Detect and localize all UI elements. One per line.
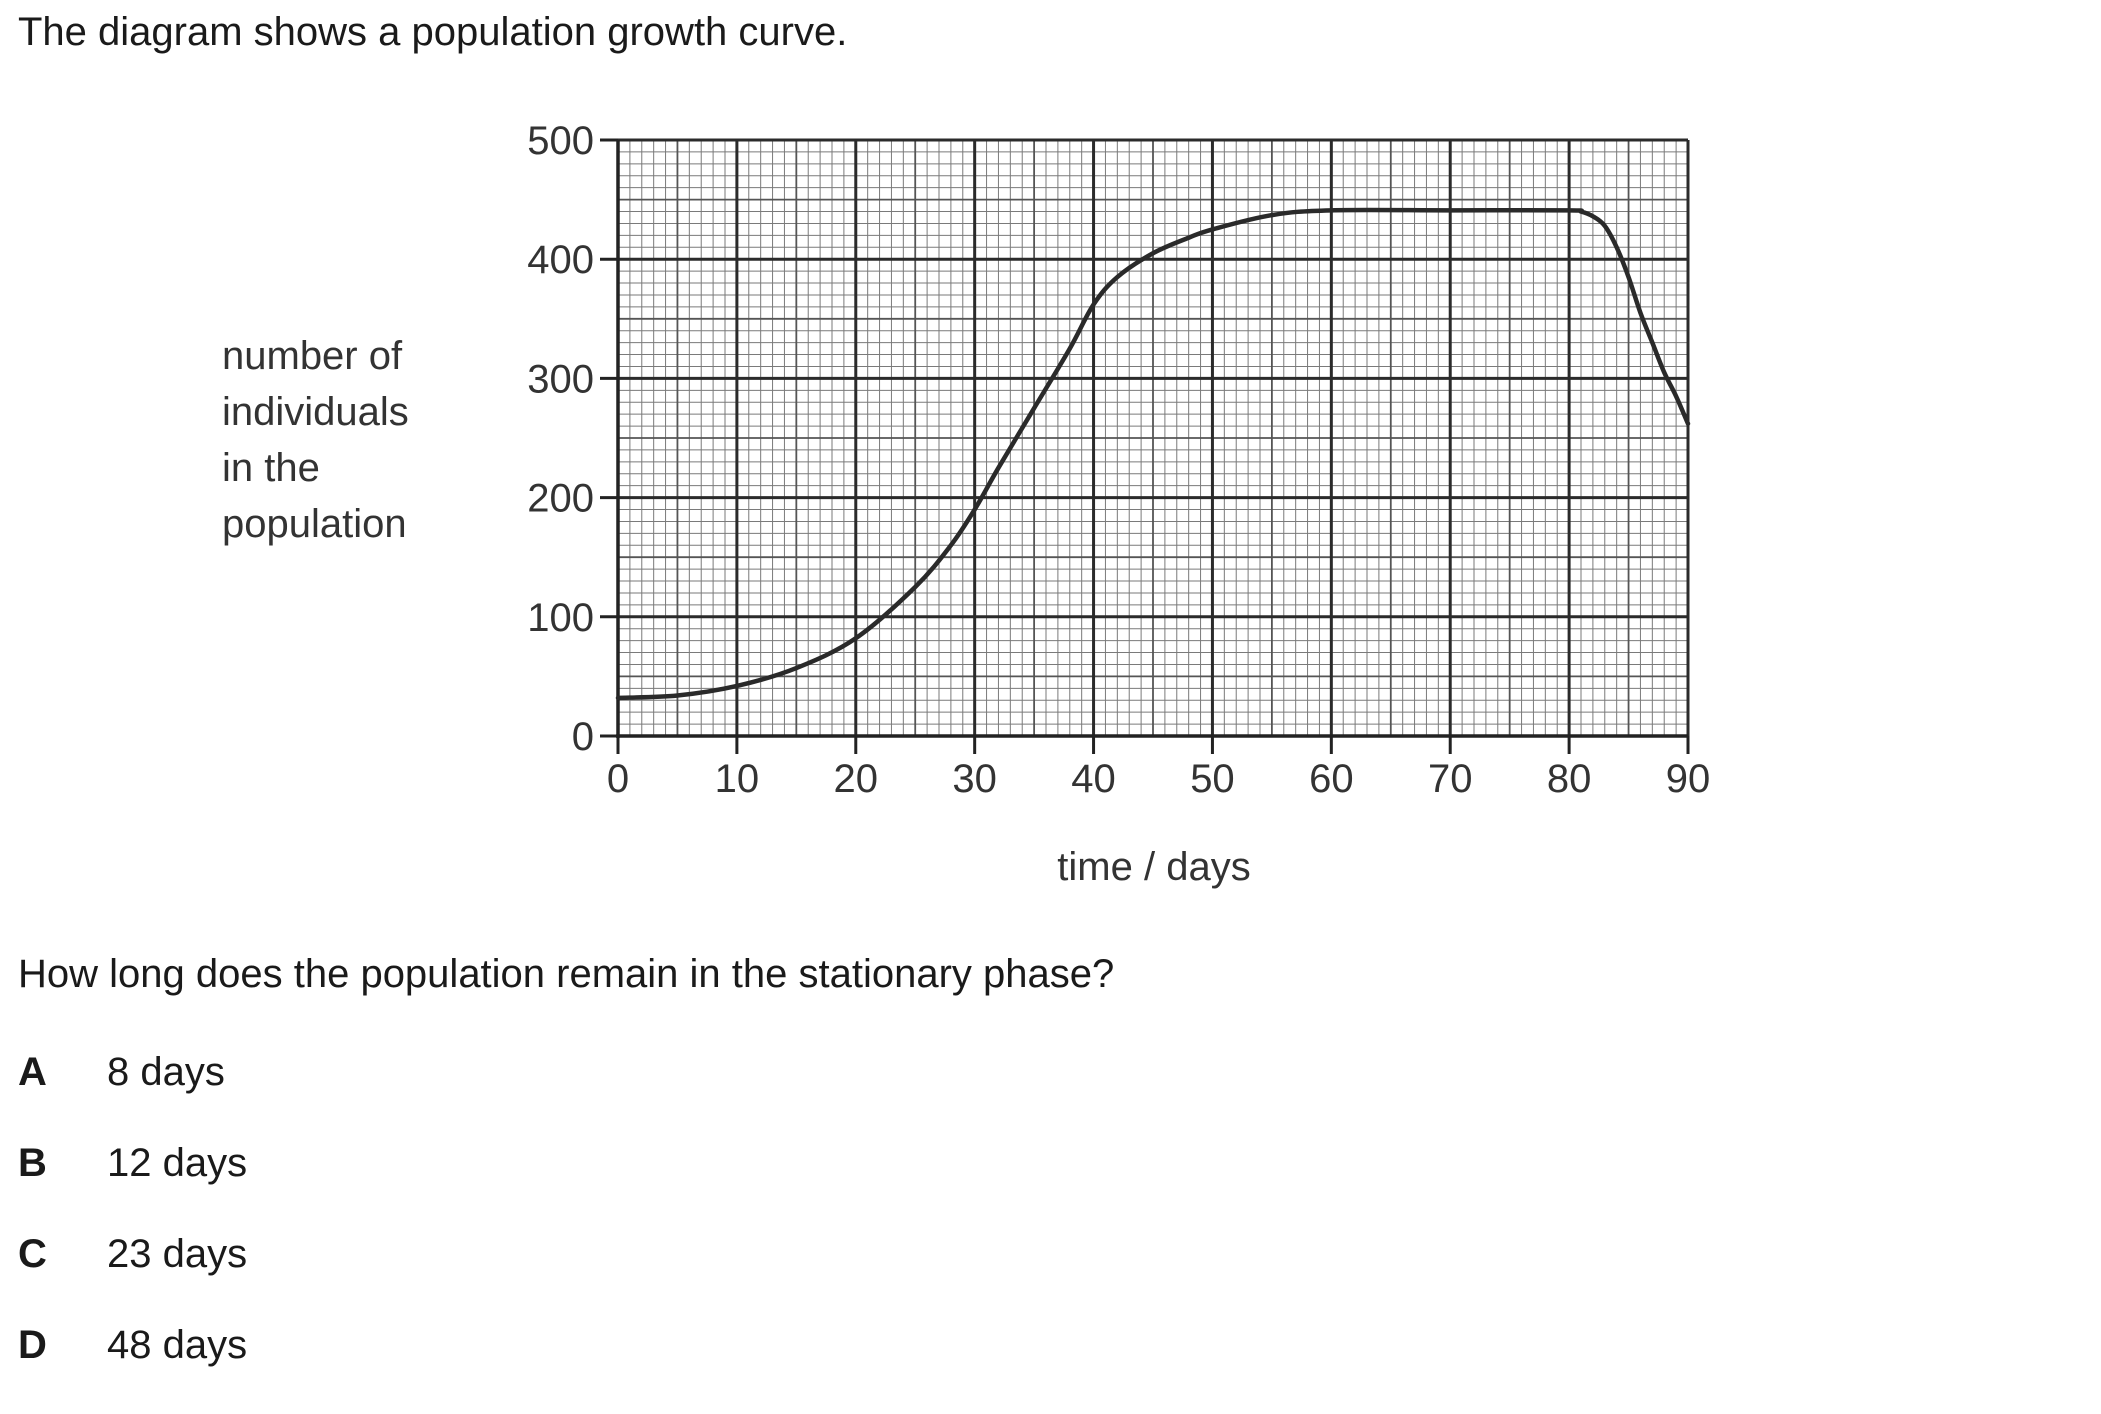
- x-tick-label: 0: [607, 757, 629, 801]
- option-letter: B: [18, 1141, 47, 1185]
- population-curve: [615, 207, 1691, 701]
- x-tick-label: 90: [1666, 757, 1711, 801]
- option-text: 48 days: [107, 1323, 248, 1367]
- axis-ticks: [600, 138, 1690, 754]
- y-axis-label-line: number of: [222, 334, 403, 378]
- x-tick-label: 60: [1309, 757, 1354, 801]
- option-letter: D: [18, 1323, 47, 1367]
- grid-mid: [618, 140, 1688, 736]
- answer-options: A 8 days B 12 days C 23 days D 48 days: [18, 1050, 247, 1414]
- option-letter: C: [18, 1232, 47, 1276]
- y-axis-label: number of individuals in the population: [222, 328, 462, 552]
- x-tick-label: 50: [1190, 757, 1235, 801]
- population-growth-chart: 0 100 200 300 400 500 0 10 20 30 40 50 60 70 80 90 time…: [527, 119, 1710, 889]
- x-tick-label: 10: [715, 757, 760, 801]
- axes: [616, 140, 1688, 738]
- y-axis-label-line: in the: [222, 446, 320, 490]
- series-layer: [615, 207, 1691, 701]
- option-c[interactable]: C 23 days: [18, 1232, 247, 1323]
- tick-labels: 0 100 200 300 400 500 0 10 20 30 40 50 60 70 80 90: [527, 119, 1710, 801]
- y-tick-label: 0: [572, 715, 594, 759]
- x-tick-label: 70: [1428, 757, 1473, 801]
- x-tick-label: 30: [952, 757, 997, 801]
- y-tick-label: 200: [527, 477, 594, 521]
- option-letter: A: [18, 1050, 47, 1094]
- option-text: 12 days: [107, 1141, 248, 1185]
- x-tick-label: 40: [1071, 757, 1116, 801]
- option-a[interactable]: A 8 days: [18, 1050, 247, 1141]
- option-d[interactable]: D 48 days: [18, 1323, 247, 1414]
- y-axis-label-line: individuals: [222, 390, 409, 434]
- y-tick-label: 500: [527, 119, 594, 163]
- x-tick-label: 20: [834, 757, 879, 801]
- option-b[interactable]: B 12 days: [18, 1141, 247, 1232]
- option-text: 8 days: [107, 1050, 225, 1094]
- x-tick-label: 80: [1547, 757, 1592, 801]
- question-prompt: How long does the population remain in t…: [18, 952, 1115, 996]
- y-tick-label: 100: [527, 596, 594, 640]
- question-intro: The diagram shows a population growth cu…: [18, 10, 848, 54]
- x-axis-label: time / days: [1057, 845, 1250, 889]
- y-axis-label-line: population: [222, 502, 407, 546]
- option-text: 23 days: [107, 1232, 248, 1276]
- y-tick-label: 400: [527, 238, 594, 282]
- y-tick-label: 300: [527, 357, 594, 401]
